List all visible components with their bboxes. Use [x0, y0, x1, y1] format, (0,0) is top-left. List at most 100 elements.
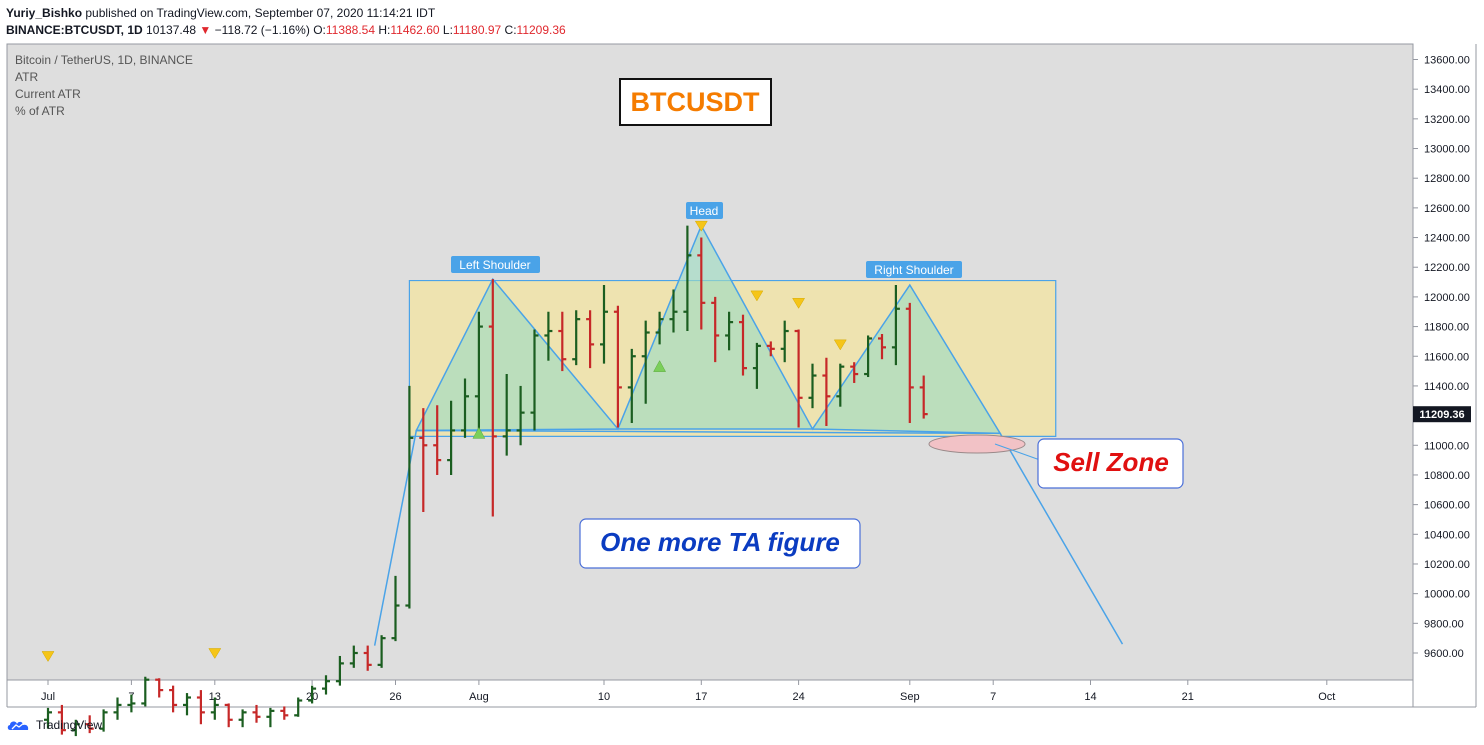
ohlc-bar — [447, 400, 456, 475]
ohlc-bar — [294, 697, 303, 717]
signal-markers — [41, 220, 847, 662]
ohlc-bars — [44, 225, 928, 737]
price-tick-label: 13000.00 — [1424, 144, 1470, 156]
ohlc-bar — [613, 305, 622, 428]
price-change: −118.72 (−1.16%) — [214, 23, 310, 37]
ohlc-bar — [419, 408, 428, 513]
author-name[interactable]: Yuriy_Bishko — [6, 6, 83, 20]
sell-zone-ellipse[interactable] — [928, 434, 1026, 454]
ohlc-bar — [891, 285, 900, 366]
ohlc-bar — [308, 685, 317, 704]
last-price-badge — [1413, 406, 1471, 423]
ohlc-bar — [252, 704, 261, 723]
time-tick-label: Jul — [41, 691, 55, 703]
ohlc-bar — [766, 341, 775, 357]
symbol-box[interactable] — [619, 78, 772, 126]
open-label: O: — [313, 23, 326, 37]
left-shoulder-label: Left Shoulder — [459, 258, 530, 272]
time-tick-label: 17 — [695, 691, 707, 703]
sell-signal-triangle-icon — [750, 290, 764, 302]
ohlc-bar — [169, 685, 178, 713]
time-tick-label: 14 — [1084, 691, 1096, 703]
ohlc-bar — [697, 237, 706, 330]
time-tick-label: 13 — [209, 691, 221, 703]
head-label-bg[interactable] — [686, 202, 723, 219]
price-tick-label: 12200.00 — [1424, 262, 1470, 274]
right-shoulder-label-bg[interactable] — [866, 261, 962, 278]
price-tick-label: 11400.00 — [1424, 381, 1469, 393]
price-tick-label: 9800.00 — [1424, 618, 1464, 630]
ohlc-bar — [711, 296, 720, 363]
time-tick-label: 10 — [598, 691, 610, 703]
sell-zone-callout[interactable] — [1037, 438, 1184, 489]
ohlc-bar — [127, 694, 136, 713]
sell-zone-pointer — [994, 443, 1041, 461]
price-axis[interactable]: 9600.00 9800.00 10000.00 10200.00 10400.00 10… — [1413, 55, 1470, 661]
price-tick-label: 11000.00 — [1424, 440, 1469, 452]
ohlc-bar — [57, 704, 66, 735]
close-value: 11209.36 — [516, 23, 566, 37]
ohlc-bar — [878, 333, 886, 360]
ohlc-bar — [183, 693, 191, 716]
ohlc-bar — [850, 362, 859, 383]
ohlc-bar — [627, 348, 636, 424]
price-tick-label: 12000.00 — [1424, 292, 1470, 304]
high-label: H: — [378, 23, 391, 37]
price-tick-label: 10600.00 — [1424, 500, 1470, 512]
ohlc-bar — [474, 311, 483, 431]
ohlc-bar — [586, 310, 595, 369]
sell-signal-triangle-icon — [833, 339, 847, 351]
ohlc-bar — [808, 363, 817, 409]
ohlc-bar — [433, 405, 442, 475]
price-tick-label: 10400.00 — [1424, 529, 1470, 541]
ta-figure-callout[interactable] — [579, 518, 861, 569]
close-label: C: — [504, 23, 517, 37]
ohlc-bar — [655, 311, 664, 345]
ohlc-bar — [44, 707, 52, 729]
ohlc-bar — [71, 719, 80, 737]
right-shoulder-label: Right Shoulder — [874, 263, 953, 277]
tradingview-brand: TradingView — [36, 718, 103, 732]
left-shoulder-label-bg[interactable] — [451, 256, 540, 273]
ohlc-bar — [502, 374, 511, 456]
ohlc-bar — [113, 697, 122, 720]
tradingview-cloud-icon — [7, 721, 29, 730]
price-tick-label: 12800.00 — [1424, 173, 1470, 185]
ohlc-bar — [85, 715, 94, 734]
publish-header: Yuriy_Bishko published on TradingView.co… — [6, 5, 566, 39]
symbol-box-text: BTCUSDT — [631, 87, 760, 117]
high-value: 11462.60 — [390, 23, 440, 37]
ohlc-bar — [919, 375, 928, 419]
time-tick-label: Aug — [469, 691, 489, 703]
ohlc-bar — [141, 676, 150, 707]
buy-signal-triangle-icon — [472, 426, 486, 439]
time-tick-label: 7 — [990, 691, 996, 703]
ohlc-bar — [363, 645, 372, 671]
ohlc-bar — [99, 709, 108, 732]
ohlc-bar — [210, 697, 219, 720]
head-label: Head — [690, 204, 719, 218]
ohlc-line: BINANCE:BTCUSDT, 1D 10137.48 ▼ −118.72 (… — [6, 22, 566, 39]
legend-atr: ATR — [15, 70, 38, 84]
ohlc-bar — [752, 342, 761, 389]
published-info: published on TradingView.com, September … — [85, 6, 436, 20]
sell-zone-text: Sell Zone — [1053, 447, 1169, 477]
price-tick-label: 13600.00 — [1424, 55, 1470, 67]
projection-line[interactable] — [373, 429, 1124, 646]
time-axis[interactable]: Jul7132026Aug101724Sep71421Oct — [41, 680, 1335, 703]
ohlc-bar — [391, 575, 400, 642]
tradingview-logo[interactable]: TradingView — [6, 718, 102, 732]
time-tick-label: 24 — [792, 691, 804, 703]
price-tick-label: 12400.00 — [1424, 233, 1470, 245]
low-value: 11180.97 — [452, 23, 502, 37]
sell-signal-triangle-icon — [208, 648, 222, 659]
price-tick-label: 10000.00 — [1424, 589, 1470, 601]
price-tick-label: 11600.00 — [1424, 351, 1469, 363]
low-label: L: — [442, 23, 453, 37]
ohlc-bar — [558, 311, 567, 372]
sell-signal-triangle-icon — [694, 220, 708, 232]
ohlc-bar — [322, 675, 330, 695]
legend-title: Bitcoin / TetherUS, 1D, BINANCE — [15, 53, 193, 67]
sell-signal-triangle-icon — [792, 298, 806, 309]
